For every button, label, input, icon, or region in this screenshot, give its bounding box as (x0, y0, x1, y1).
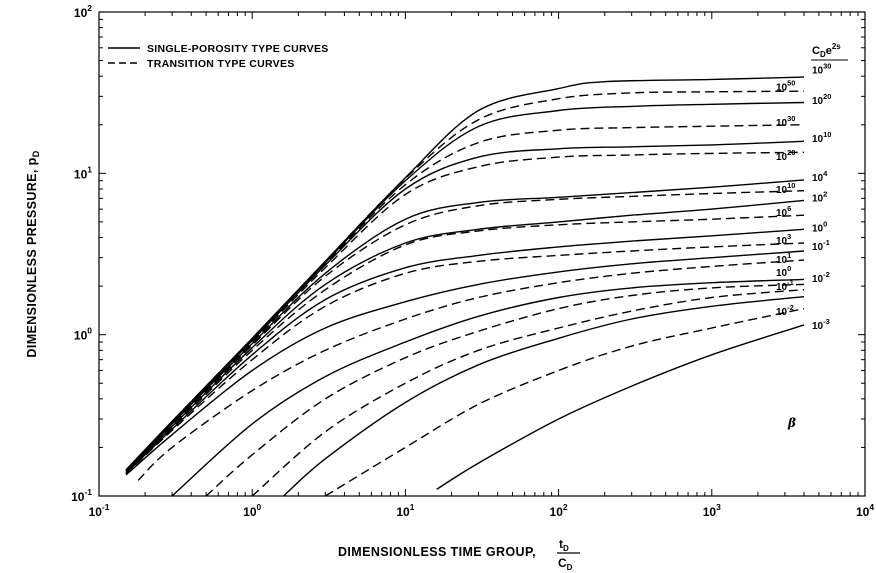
curve-label-12: 10-1 (812, 238, 830, 253)
single-porosity-curve-4 (125, 140, 805, 472)
single-porosity-curve-0 (125, 76, 805, 471)
y-tick-label: 100 (74, 326, 92, 343)
curve-label-8: 102 (812, 189, 827, 204)
curve-label-7: 1010 (776, 181, 795, 196)
transition-curve-7 (125, 190, 805, 473)
curve-label-18: 10-2 (776, 303, 794, 318)
x-tick-label: 102 (550, 502, 568, 519)
transition-curve-11 (125, 242, 805, 475)
curve-label-11: 103 (776, 232, 791, 247)
single-porosity-curve-14 (171, 278, 805, 497)
curve-label-4: 1010 (812, 130, 831, 145)
x-axis-frac-den: CD (558, 556, 573, 572)
curve-label-19: 10-3 (812, 317, 830, 332)
curve-label-5: 1020 (776, 148, 795, 163)
curve-label-16: 10-1 (776, 278, 794, 293)
single-porosity-curve-19 (436, 324, 805, 490)
legend-dashed-label: TRANSITION TYPE CURVES (147, 58, 295, 70)
x-axis-title: DIMENSIONLESS TIME GROUP, tD CD (338, 537, 580, 572)
plot-frame (98, 11, 866, 497)
transition-curve-16 (251, 289, 805, 497)
curve-label-10: 100 (812, 220, 827, 235)
y-tick-label: 101 (74, 164, 92, 181)
curve-labels: 1030 1050 1020 1030 1010 1020 104 1010 102 106 100… (776, 62, 831, 332)
x-tick-label: 104 (856, 502, 874, 519)
single-porosity-curve-17 (283, 296, 805, 497)
single-porosity-curve-12 (125, 250, 805, 476)
transition-curve-15 (205, 283, 805, 497)
x-tick-label: 103 (703, 502, 721, 519)
beta-label: β (787, 416, 796, 430)
header-main: CDe2s (812, 42, 841, 59)
y-tick-label: 10-1 (71, 487, 92, 504)
transition-curve-9 (125, 214, 805, 474)
curve-label-13: 101 (776, 251, 791, 266)
right-column-header: CDe2s (811, 42, 848, 61)
x-tick-labels: 10-1 100 101 102 103 104 (89, 502, 875, 519)
curve-label-14: 10-2 (812, 270, 830, 285)
curve-label-6: 104 (812, 169, 828, 184)
transition-curve-5 (125, 151, 805, 473)
curve-label-2: 1020 (812, 92, 831, 107)
curves-group (125, 76, 805, 497)
x-axis-title-main: DIMENSIONLESS TIME GROUP, (338, 545, 536, 559)
curve-label-0: 1030 (812, 62, 831, 77)
transition-curve-18 (324, 307, 805, 497)
single-porosity-curve-6 (125, 179, 805, 473)
curve-label-15: 100 (776, 264, 791, 279)
x-tick-label: 10-1 (89, 502, 110, 519)
y-tick-label: 102 (74, 3, 92, 20)
x-tick-label: 100 (243, 502, 261, 519)
transition-curve-13 (137, 259, 805, 481)
single-porosity-curve-2 (125, 101, 805, 471)
axis-ticks (98, 12, 865, 497)
curve-label-1: 1050 (776, 79, 795, 94)
single-porosity-curve-8 (125, 199, 805, 473)
x-tick-label: 101 (396, 502, 414, 519)
legend-solid-label: SINGLE-POROSITY TYPE CURVES (147, 43, 329, 55)
legend: SINGLE-POROSITY TYPE CURVES TRANSITION T… (108, 43, 329, 70)
transition-curve-3 (125, 124, 805, 472)
y-tick-labels: 10-1 100 101 102 (71, 3, 92, 504)
x-axis-frac-num: tD (559, 537, 569, 553)
svg-text:DIMENSIONLESS PRESSURE, pD: DIMENSIONLESS PRESSURE, pD (25, 150, 41, 357)
single-porosity-curve-10 (125, 228, 805, 474)
curve-label-3: 1030 (776, 114, 795, 129)
curve-label-9: 106 (776, 204, 791, 219)
y-axis-title: DIMENSIONLESS PRESSURE, pD (25, 150, 41, 357)
